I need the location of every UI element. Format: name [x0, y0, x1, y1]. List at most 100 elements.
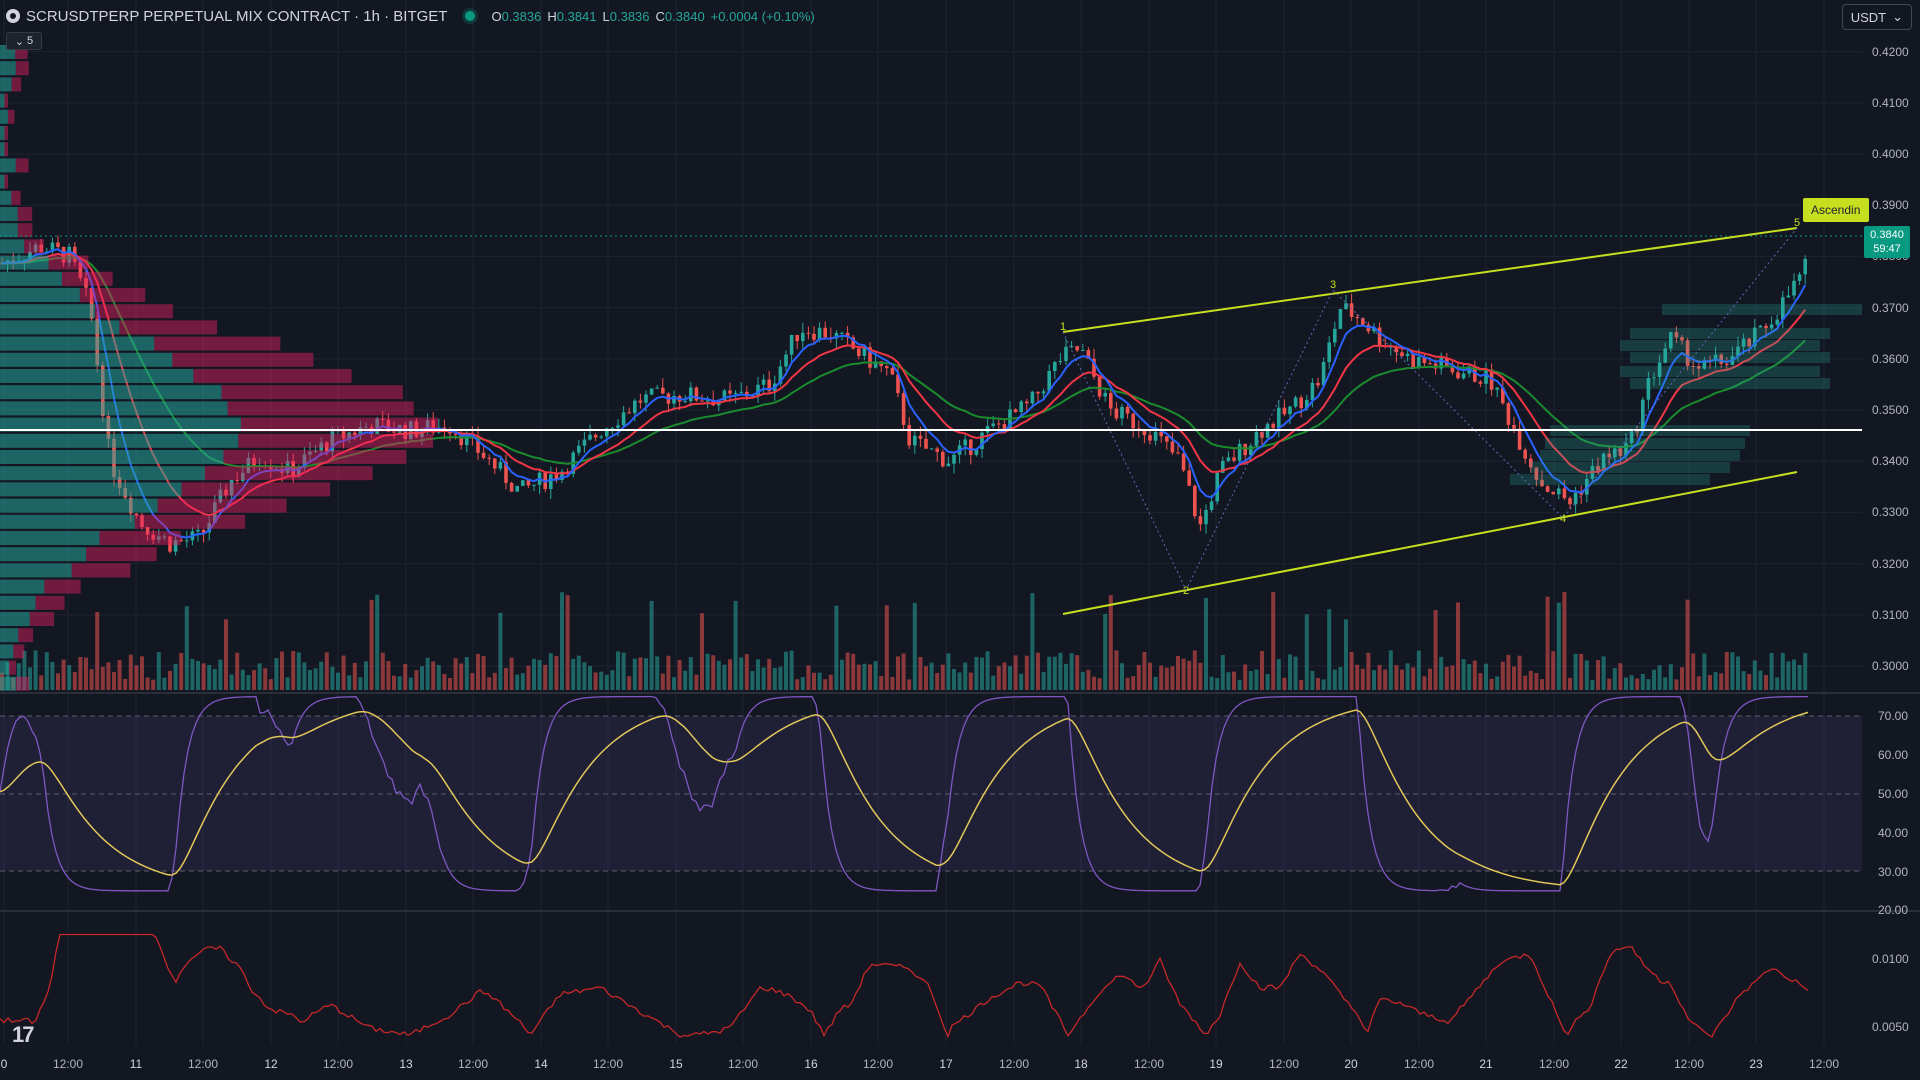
candle-body: [325, 442, 329, 452]
time-tick: 12:00: [322, 1057, 354, 1071]
candle-body: [1523, 449, 1527, 459]
price-tick: 0.3400: [1872, 454, 1909, 469]
symbol-title[interactable]: SCRUSDTPERP PERPETUAL MIX CONTRACT · 1h …: [26, 7, 448, 25]
volume-bar: [1769, 653, 1774, 690]
volume-bar: [1540, 679, 1544, 690]
candle-body: [532, 484, 536, 486]
volume-bar: [1198, 662, 1203, 690]
candle-body: [521, 480, 525, 486]
candle-body: [319, 442, 323, 451]
volume-bar: [504, 668, 508, 690]
time-tick: 11: [129, 1057, 143, 1071]
volume-bar: [1092, 676, 1096, 690]
volume-bar: [918, 656, 923, 690]
candle-body: [1013, 409, 1018, 413]
tradingview-logo[interactable]: 17: [12, 1022, 35, 1047]
volume-bar: [1747, 674, 1752, 690]
volume-bar: [212, 668, 217, 690]
candle-body: [78, 261, 83, 279]
volume-bar: [140, 656, 144, 690]
volume-bar: [655, 656, 660, 690]
candle-body: [291, 461, 295, 477]
candle-body: [845, 332, 850, 338]
candle-body: [1120, 406, 1124, 419]
volume-bar: [1299, 679, 1304, 690]
candle-body: [1349, 303, 1354, 317]
volume-bar: [1568, 677, 1572, 690]
volume-bar: [1120, 663, 1124, 690]
candle-body: [1142, 430, 1147, 436]
ohlc-item: C0.3840: [655, 8, 705, 24]
candle-body: [1697, 366, 1701, 369]
time-tick: 12:00: [998, 1057, 1030, 1071]
candle-body: [823, 327, 827, 338]
candle-body: [873, 361, 878, 368]
volume-profile-up: [0, 644, 14, 659]
collapse-indicators-button[interactable]: ⌄ 5: [6, 32, 42, 50]
volume-bar: [319, 661, 324, 690]
candle-body: [1333, 328, 1337, 343]
volume-bar: [1523, 675, 1528, 690]
volume-bar: [274, 658, 279, 690]
candle-body: [229, 480, 234, 496]
volume-bar: [1702, 653, 1707, 690]
volume-bar: [722, 664, 727, 690]
candle-body: [689, 387, 693, 402]
candle-body: [963, 439, 967, 446]
volume-bar: [112, 672, 116, 690]
volume-bar: [565, 595, 570, 690]
market-status-icon: [465, 11, 476, 21]
volume-bar: [862, 663, 867, 690]
candle-body: [980, 432, 984, 450]
candle-body: [627, 412, 631, 414]
lower-tick: 0.0100: [1872, 952, 1909, 966]
volume-bar: [72, 672, 77, 690]
candle-body: [672, 395, 676, 404]
volume-profile-down: [99, 531, 181, 545]
pattern-label[interactable]: Ascendin: [1803, 198, 1869, 222]
time-tick: 12:00: [1538, 1057, 1570, 1071]
time-tick: 14: [534, 1057, 548, 1071]
candle-body: [599, 436, 603, 438]
candle-body: [1176, 452, 1180, 454]
candle-body: [313, 450, 318, 452]
volume-profile-down: [48, 255, 89, 270]
rsi-tick: 40.00: [1878, 826, 1909, 840]
volume-bar: [1786, 661, 1791, 690]
candle-body: [420, 430, 424, 437]
price-tick: 0.3900: [1872, 198, 1909, 213]
volume-bar: [616, 651, 620, 690]
symbol-legend[interactable]: SCRUSDTPERP PERPETUAL MIX CONTRACT · 1h …: [6, 4, 815, 28]
volume-bar: [1657, 665, 1662, 690]
candle-body: [1517, 428, 1522, 450]
volume-bar: [599, 671, 604, 690]
volume-profile-up: [0, 288, 80, 302]
currency-select[interactable]: USDT ⌄: [1841, 4, 1912, 30]
volume-bar: [397, 676, 402, 690]
channel-lower-line: [1062, 471, 1798, 615]
candle-body: [201, 529, 206, 533]
volume-bar: [1064, 663, 1068, 690]
wave-label: 4: [1560, 513, 1566, 525]
volume-bar: [1640, 673, 1645, 690]
candle-body: [549, 474, 553, 489]
volume-bar: [67, 665, 72, 690]
candle-body: [817, 327, 822, 340]
volume-bar: [756, 659, 760, 690]
volume-bar: [851, 653, 856, 690]
volume-profile-down: [44, 579, 81, 594]
volume-bar: [364, 661, 368, 690]
rsi-tick: 20.00: [1878, 903, 1909, 917]
volume-bar: [1556, 602, 1561, 690]
volume-bar: [1450, 665, 1455, 690]
volume-bar: [1293, 656, 1298, 690]
candle-body: [633, 400, 637, 414]
candle-body: [1792, 280, 1796, 296]
volume-bar: [1803, 653, 1808, 690]
candle-body: [1624, 443, 1628, 456]
candle-body: [1277, 407, 1281, 429]
wave-path: [1062, 227, 1798, 592]
volume-profile-up: [0, 482, 182, 497]
